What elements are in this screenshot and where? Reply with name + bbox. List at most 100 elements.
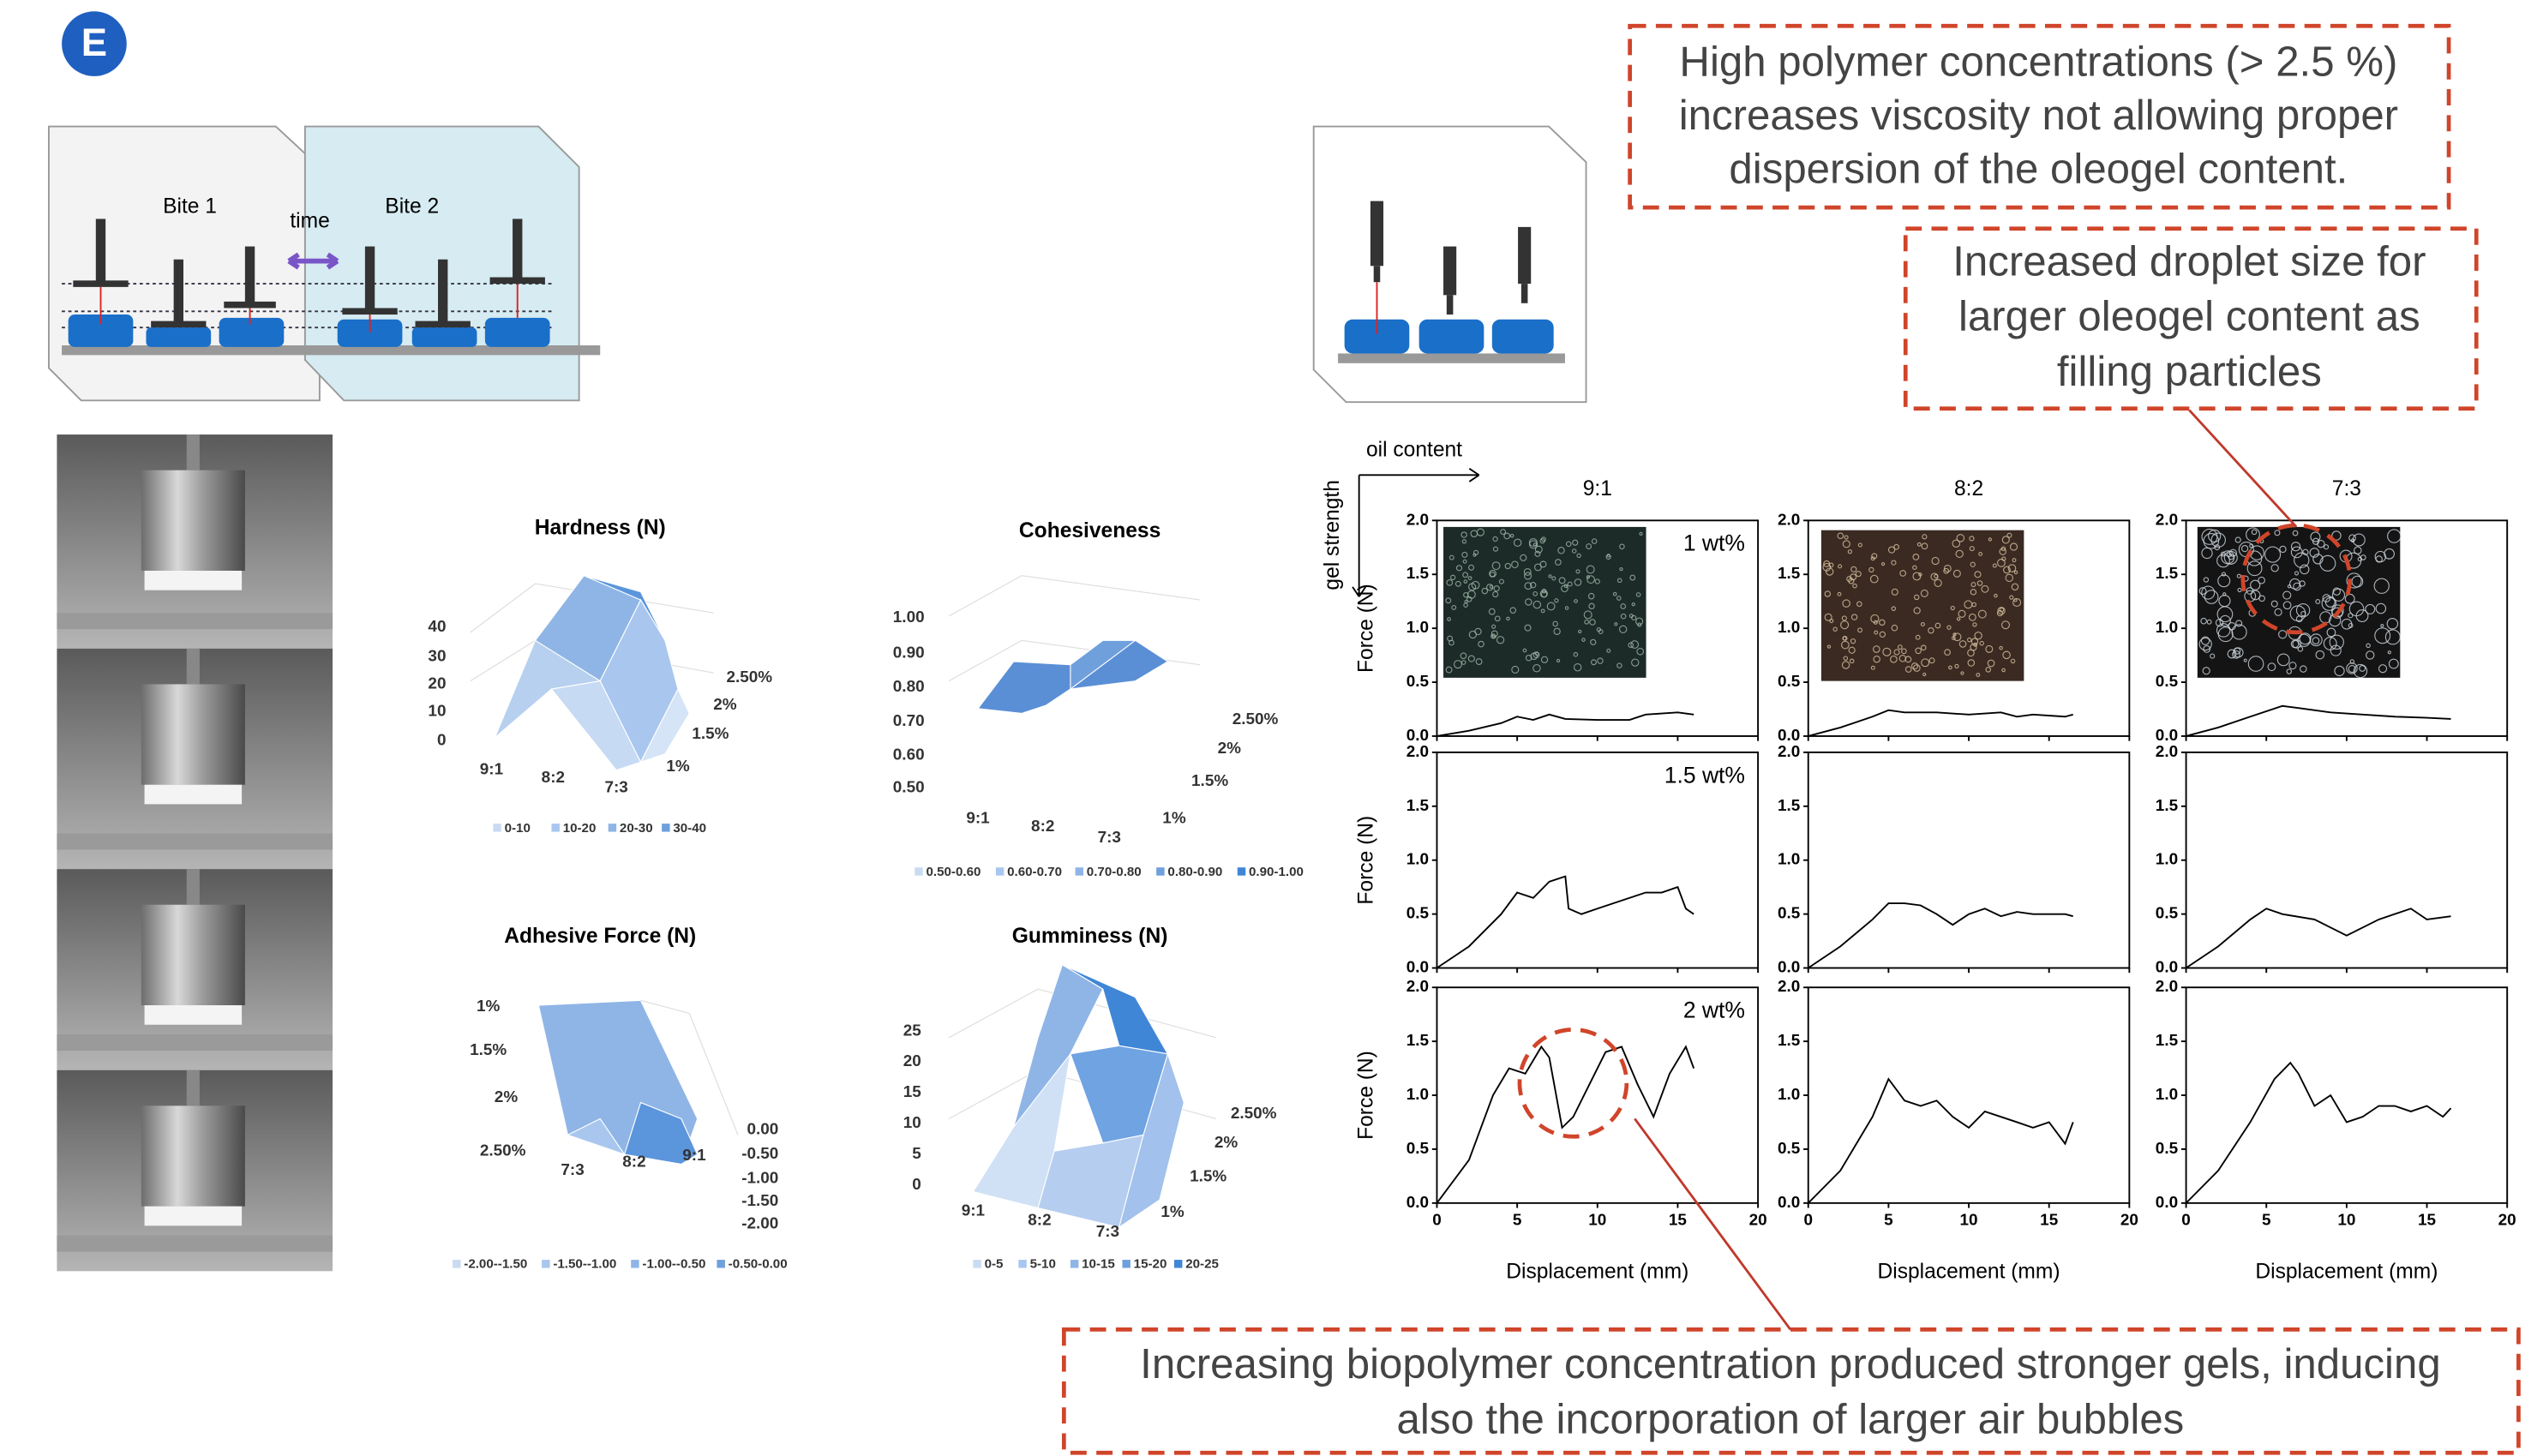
force-curve [2186,908,2451,968]
legend-swatch [493,824,501,831]
z-tick-label: 0.80 [893,678,925,696]
photo-shelf [57,1236,333,1252]
legend-swatch [542,1260,549,1267]
z-tick-label: 0.50 [893,779,925,797]
x-category-label: 9:1 [480,761,503,779]
x-tick-label: 10 [2337,1212,2355,1230]
z-tick-label: -2.00 [741,1214,778,1232]
y-category-label: 1% [1162,809,1186,827]
x-category-label: 7:3 [561,1161,584,1179]
column-header: 8:2 [1954,477,1983,500]
z-tick-label: 0 [437,732,447,750]
y-category-label: 1.5% [1190,1168,1227,1186]
force-curve [1808,1079,2073,1203]
legend-label: 20-30 [620,821,653,836]
x-tick-label: 15 [2418,1212,2436,1230]
legend-swatch [609,824,616,831]
z-tick-label: 25 [903,1022,921,1040]
bite2-label: Bite 2 [385,195,439,219]
force-curve [1808,903,2073,968]
gel-strength-label: gel strength [1321,480,1344,590]
y-tick-label: 0.0 [1406,727,1429,745]
legend-label: -0.50-0.00 [729,1257,788,1272]
surface-title: Cohesiveness [1019,519,1161,542]
legend-swatch [996,867,1004,875]
y-tick-label: 0.0 [2156,1194,2178,1212]
z-tick-label: 10 [428,703,446,721]
row-label: 2 wt% [1683,998,1745,1023]
x-tick-label: 10 [1960,1212,1978,1230]
x-axis-label: Displacement (mm) [1506,1261,1688,1284]
y-tick-label: 1.5 [1406,1032,1429,1050]
legend-label: 0-10 [505,821,531,836]
legend-label: 15-20 [1134,1257,1167,1272]
y-tick-label: 1.0 [1778,619,1800,637]
y-tick-label: 0.5 [2156,673,2178,691]
x-tick-label: 20 [2498,1212,2516,1230]
y-category-label: 1.5% [692,725,729,743]
x-category-label: 7:3 [604,779,627,797]
y-tick-label: 0.5 [1778,673,1800,691]
y-tick-label: 1.0 [1406,619,1429,637]
y-tick-label: 1.5 [1406,797,1429,815]
y-tick-label: 1.0 [2156,619,2178,637]
x-tick-label: 0 [1803,1212,1813,1230]
legend-swatch [1156,867,1164,875]
annotation-line: High polymer concentrations (> 2.5 %) [1679,39,2397,86]
legend-label: 0.50-0.60 [927,865,981,879]
probe-rod [187,1070,200,1106]
legend-label: 10-20 [563,821,597,836]
x-tick-label: 0 [1432,1212,1442,1230]
sample [145,1207,243,1226]
y-tick-label: 2.0 [2156,743,2178,761]
x-category-label: 8:2 [1028,1212,1051,1230]
legend-label: -1.00--0.50 [642,1257,705,1272]
sample [145,571,243,590]
z-tick-label: 0.70 [893,712,925,730]
z-tick-label: 0.90 [893,644,925,662]
y-tick-label: 0.0 [2156,959,2178,977]
plot-frame [1808,987,2130,1203]
surface-title: Adhesive Force (N) [504,925,696,948]
y-tick-label: 2.0 [1778,743,1800,761]
y-tick-label: 2.0 [2156,511,2178,529]
legend-label: 10-15 [1082,1257,1115,1272]
photo-shelf [57,1034,333,1051]
y-tick-label: 0.5 [1406,905,1429,923]
probe-cylinder [141,684,245,784]
y-category-label: 2.50% [1231,1105,1277,1123]
legend-label: 20-25 [1185,1257,1219,1272]
legend-swatch [1018,1260,1026,1267]
y-category-label: 1% [477,998,501,1016]
y-axis-label: Force (N) [1355,1051,1378,1140]
x-tick-label: 15 [1669,1212,1687,1230]
annotation-line: Increased droplet size for [1952,237,2426,285]
panel-label: E [81,21,107,64]
y-tick-label: 0.0 [2156,727,2178,745]
surface-title: Gumminess (N) [1012,925,1168,948]
surface-plots [471,576,1216,1228]
y-category-label: 2% [1215,1134,1239,1152]
z-tick-label: -1.00 [741,1169,778,1187]
y-tick-label: 1.5 [2156,1032,2178,1050]
y-tick-label: 0.0 [1406,1194,1429,1212]
bite1-label: Bite 1 [163,195,217,219]
photo-shelf [57,833,333,849]
annotation-line: dispersion of the oleogel content. [1729,146,2348,193]
y-axis-label: Force (N) [1355,584,1378,673]
y-tick-label: 1.5 [1778,565,1800,583]
page: {"panel_label":"E", "tpa_diagram":{"bite… [0,0,2543,1456]
micrograph [1443,527,1646,678]
gumminess-surface [949,965,1216,1228]
probe-rod [187,869,200,905]
z-tick-label: 0.00 [747,1121,779,1139]
figure: E Bite 1 Bite 2 time [0,0,2543,1456]
x-category-label: 7:3 [1098,829,1121,847]
annotation-line: Increasing biopolymer concentration prod… [1140,1340,2441,1387]
adhesive-surface [538,1000,738,1164]
surface-title: Hardness (N) [535,516,666,539]
x-category-label: 9:1 [962,1201,985,1219]
z-tick-label: -1.50 [741,1192,778,1210]
legend-swatch [631,1260,639,1267]
